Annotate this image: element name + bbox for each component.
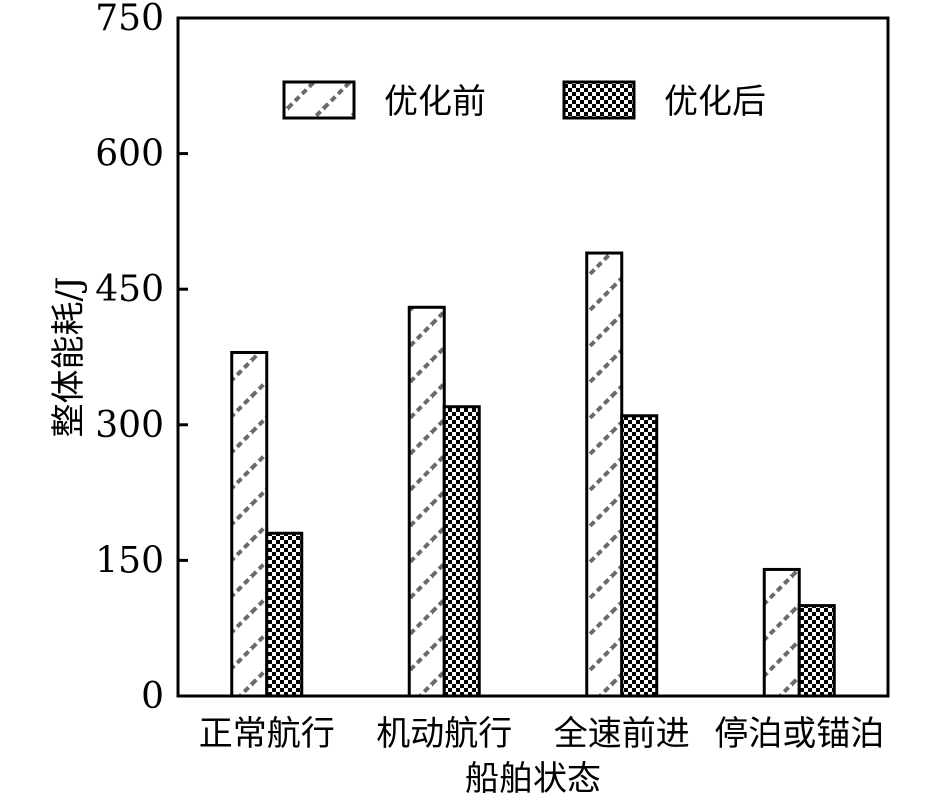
legend-swatch-before bbox=[282, 80, 356, 120]
bar-after-3 bbox=[797, 604, 836, 698]
y-tick-label: 150 bbox=[95, 540, 164, 581]
bar-before-3 bbox=[762, 567, 801, 698]
x-category-label: 机动航行 bbox=[376, 714, 512, 754]
bar-before-0 bbox=[230, 350, 269, 698]
y-tick-label: 600 bbox=[95, 134, 164, 175]
legend-swatch-after bbox=[562, 80, 636, 120]
x-axis-title: 船舶状态 bbox=[465, 759, 601, 799]
bar-before-1 bbox=[407, 305, 446, 698]
bar-after-1 bbox=[442, 405, 481, 698]
bar-after-0 bbox=[265, 531, 304, 698]
legend-label-after: 优化后 bbox=[664, 82, 766, 122]
x-category-label: 全速前进 bbox=[554, 714, 690, 754]
y-tick-label: 300 bbox=[95, 405, 164, 446]
legend: 优化前 优化后 bbox=[282, 80, 766, 122]
y-tick-label: 750 bbox=[95, 0, 164, 39]
y-axis-title: 整体能耗/J bbox=[49, 276, 89, 437]
y-tick-label: 0 bbox=[141, 676, 164, 717]
bar-before-2 bbox=[585, 251, 624, 698]
plot-frame bbox=[176, 16, 890, 698]
bar-after-2 bbox=[620, 414, 659, 698]
legend-label-before: 优化前 bbox=[384, 82, 486, 122]
y-tick-label: 450 bbox=[95, 269, 164, 310]
x-category-label: 停泊或锚泊 bbox=[714, 714, 884, 754]
x-category-label: 正常航行 bbox=[199, 714, 335, 754]
